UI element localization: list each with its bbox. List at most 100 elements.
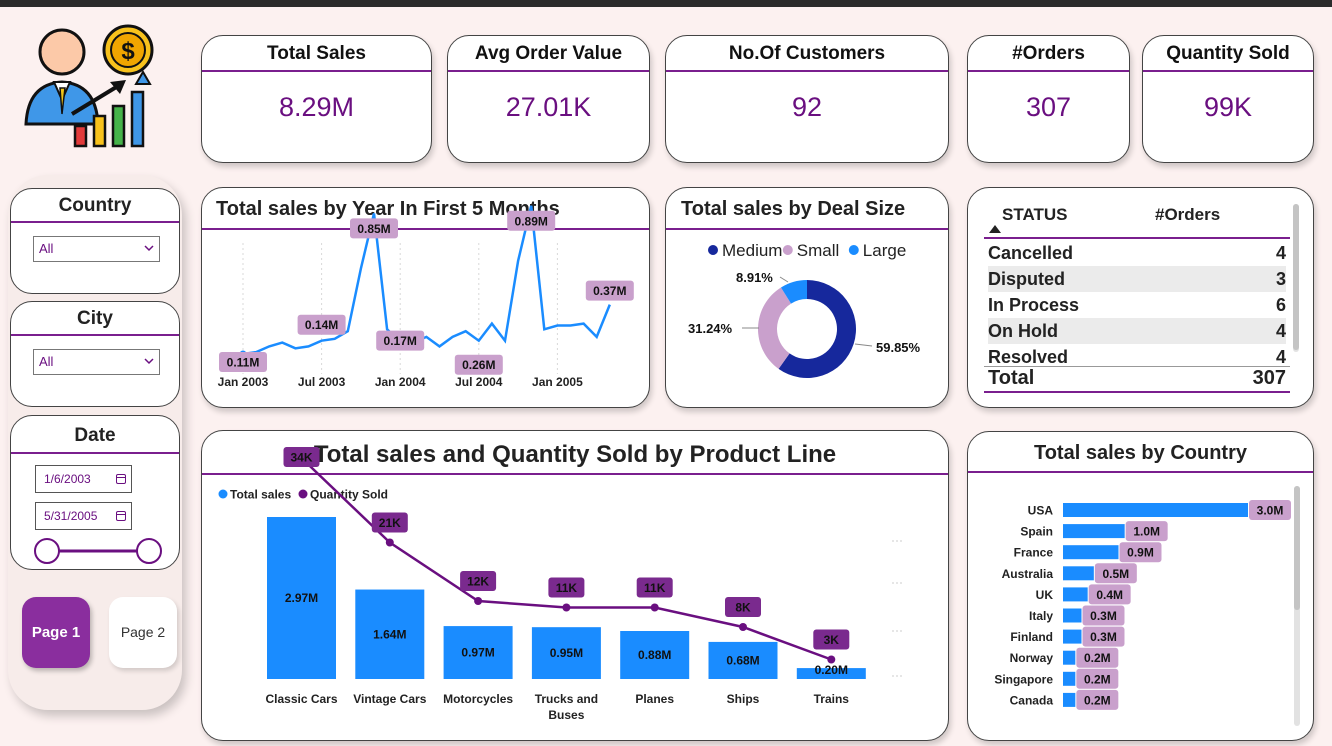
donut-chart-card: Total sales by Deal Size Medium Small Larg… [665,187,949,408]
date-range-slider[interactable] [33,536,163,566]
quantity-label-text: 34K [290,451,312,465]
country-value-label-bg [1119,542,1162,563]
table-row[interactable]: On Hold 4 [988,318,1286,344]
total-label: Total [988,367,1035,389]
country-label: Spain [1020,525,1053,539]
category-label: Buses [548,708,584,722]
bar-value-label: 0.20M [815,663,848,677]
table-row[interactable]: Resolved 4 [988,344,1286,364]
quantity-label-bg [460,571,497,591]
country-value-label: 0.3M [1082,626,1125,647]
kpi-value: 27.01K [505,92,592,122]
kpi-title: #Orders [968,36,1129,72]
bar-value-label: 0.68M [726,653,759,667]
end-date-input[interactable]: 5/31/2005 [35,502,132,530]
quantity-label: 21K [371,512,408,533]
data-label: 0.17M [376,330,425,351]
country-bar [1063,671,1076,686]
quantity-point [562,603,571,612]
orders-cell: 4 [1275,321,1286,341]
orders-cell: 6 [1275,295,1286,315]
quantity-point [385,538,394,547]
country-value-label-text: 1.0M [1133,525,1160,539]
status-column-header[interactable]: STATUS [1002,205,1067,225]
country-value-label-bg [1082,605,1125,626]
chart-title: Total sales by Deal Size [681,198,906,220]
quantity-point [739,623,747,631]
status-cell: Disputed [988,269,1066,289]
table-row[interactable]: Cancelled 4 [988,240,1286,266]
orders-column-header[interactable]: #Orders [1155,205,1221,224]
kpi-card-quantity-sold: Quantity Sold 99K [1142,35,1314,163]
kpi-value: 99K [1203,92,1253,122]
data-label: 0.37M [585,280,634,301]
donut-slice-small [758,287,792,369]
page-2-button[interactable]: Page 2 [109,597,177,668]
category-label: Trucks and [535,692,598,706]
salesman-logo-icon: $ [24,24,154,148]
country-bar [1063,566,1094,581]
kpi-value: 307 [1025,92,1072,122]
kpi-title: Avg Order Value [448,36,649,72]
calendar-icon[interactable] [116,511,126,521]
quantity-label-bg [636,577,673,598]
leader-line [779,276,789,283]
city-dropdown[interactable]: All [33,349,160,375]
country-value-label-text: 0.9M [1127,546,1154,560]
country-value-label-bg [1076,668,1119,689]
data-label-bg [297,314,346,335]
table-total-row: Total 307 [988,364,1286,390]
title-divider [202,473,948,475]
bar-classic-cars [267,517,336,679]
category-label: Ships [727,692,760,706]
legend-marker [782,245,793,255]
country-scrollbar[interactable] [1294,486,1300,726]
kpi-card-orders: #Orders 307 [967,35,1130,163]
table-row[interactable]: In Process 6 [988,292,1286,318]
data-label-text: 0.11M [227,356,260,370]
country-value-label: 0.2M [1076,668,1119,689]
slice-label: 8.91% [736,270,773,285]
scrollbar-thumb[interactable] [1293,204,1299,350]
quantity-label: 12K [460,571,497,591]
x-tick-label: Jan 2003 [218,375,269,389]
total-value: 307 [1252,367,1286,389]
category-label: Planes [635,692,674,706]
status-table-card: STATUS #Orders Cancelled 4 Disputed 3 In Pro… [967,187,1314,408]
status-cell: In Process [988,295,1080,315]
bar-vintage-cars [355,589,425,679]
quantity-label-text: 11K [644,581,666,595]
kpi-card-customers: No.Of Customers 92 [665,35,949,163]
table-scrollbar[interactable] [1293,204,1299,352]
scrollbar-thumb[interactable] [1294,486,1300,610]
category-label: Vintage Cars [353,692,426,706]
legend-label: Small [797,241,840,260]
quantity-label-bg [548,577,585,598]
x-tick-label: Jan 2004 [375,375,426,389]
data-label-text: 0.14M [305,318,338,332]
country-bar [1063,524,1125,539]
title-divider [968,471,1313,473]
donut-slice-large [780,280,807,304]
country-value-label-bg [1125,521,1168,542]
country-value-label-bg [1249,500,1291,520]
end-date-value: 5/31/2005 [44,509,98,523]
data-label: 0.89M [507,210,556,231]
page-1-label: Page 1 [31,624,81,641]
table-row[interactable]: Disputed 3 [988,266,1286,292]
calendar-icon[interactable] [116,474,126,484]
data-label-bg [454,354,503,375]
country-dropdown[interactable]: All [33,236,160,262]
slider-end-handle[interactable] [136,538,162,564]
category-label: Motorcycles [443,692,513,706]
legend-marker [218,489,228,499]
category-label: Classic Cars [265,692,337,706]
data-label: 0.26M [454,354,503,375]
slider-start-handle[interactable] [34,538,60,564]
bar-value-label: 0.97M [461,646,494,660]
quantity-label-bg [813,629,850,650]
leader-line [854,343,873,347]
start-date-input[interactable]: 1/6/2003 [35,465,132,493]
country-bar [1063,608,1082,623]
page-1-button[interactable]: Page 1 [22,597,90,668]
